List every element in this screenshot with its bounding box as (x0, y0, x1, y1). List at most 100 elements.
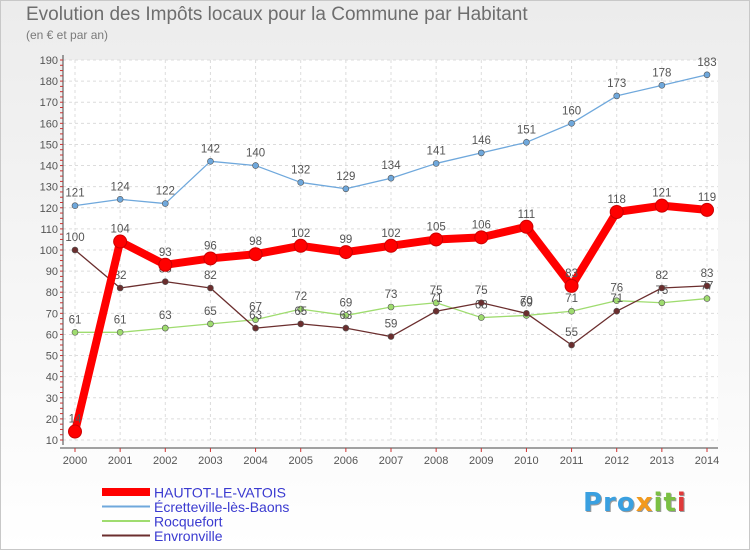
series-hautot-le-vatois-data-label: 105 (427, 221, 446, 233)
series-hautot-le-vatois-point (338, 245, 353, 260)
series-hautot-le-vatois-data-label: 14 (69, 414, 82, 426)
series-rocquefort-data-label: 76 (610, 283, 623, 295)
x-tick-label: 2005 (288, 455, 312, 467)
legend-label-hautot-le-vatois: HAUTOT-LE-VATOIS (154, 485, 286, 501)
series-rocquefort-data-label: 69 (520, 297, 533, 309)
y-tick-label: 10 (46, 435, 58, 447)
series-hautot-le-vatois-data-label: 119 (698, 192, 716, 204)
series-hautot-le-vatois-data-label: 118 (608, 194, 626, 206)
series-ecretteville-les-baons-data-label: 151 (517, 124, 536, 136)
series-envronville-data-label: 63 (249, 310, 262, 322)
series-rocquefort-point (252, 316, 259, 323)
series-envronville-data-label: 55 (565, 327, 578, 339)
y-tick-label: 90 (46, 266, 58, 278)
series-ecretteville-les-baons-data-label: 160 (562, 105, 581, 117)
legend-label-ecretteville-les-baons: Écretteville-lès-Baons (154, 499, 289, 515)
chart-subtitle: (en € et par an) (26, 28, 109, 42)
series-envronville-data-label: 100 (65, 232, 84, 244)
series-ecretteville-les-baons-point (71, 202, 79, 209)
series-envronville-point (161, 278, 169, 285)
series-envronville-data-label: 82 (655, 270, 668, 282)
series-hautot-le-vatois-data-label: 106 (472, 219, 491, 231)
series-hautot-le-vatois-data-label: 96 (204, 240, 217, 252)
series-hautot-le-vatois-data-label: 83 (565, 268, 578, 280)
series-rocquefort-data-label: 75 (430, 285, 443, 297)
series-hautot-le-vatois-point (158, 257, 173, 272)
series-rocquefort-point (477, 314, 485, 321)
series-ecretteville-les-baons-point (523, 139, 530, 146)
series-hautot-le-vatois-data-label: 99 (339, 234, 352, 246)
series-envronville-point (477, 299, 485, 307)
series-envronville-point (297, 320, 305, 328)
series-envronville-point (658, 284, 666, 292)
series-rocquefort-point (703, 295, 711, 302)
series-ecretteville-les-baons-data-label: 173 (607, 78, 626, 90)
y-tick-label: 180 (40, 76, 58, 88)
series-rocquefort-data-label: 61 (69, 314, 82, 326)
y-tick-label: 190 (40, 55, 58, 67)
x-tick-label: 2004 (243, 455, 267, 467)
series-ecretteville-les-baons-data-label: 134 (381, 160, 401, 172)
series-envronville-data-label: 83 (701, 268, 714, 280)
y-tick-label: 70 (46, 308, 58, 320)
series-envronville-data-label: 75 (475, 285, 488, 297)
series-hautot-le-vatois-point (700, 202, 714, 217)
series-envronville-data-label: 70 (520, 295, 533, 307)
series-ecretteville-les-baons-point (342, 185, 350, 193)
y-tick-label: 50 (46, 351, 58, 363)
series-rocquefort-data-label: 69 (339, 297, 352, 309)
series-envronville-point (207, 284, 214, 292)
y-tick-label: 110 (40, 224, 58, 236)
series-envronville-point (387, 333, 395, 340)
y-tick-label: 40 (46, 372, 58, 384)
series-hautot-le-vatois-point (429, 232, 444, 247)
series-hautot-le-vatois-point (519, 219, 534, 234)
series-rocquefort-point (116, 329, 124, 336)
series-rocquefort-point (387, 303, 395, 311)
series-rocquefort-data-label: 67 (249, 302, 262, 314)
x-tick-label: 2010 (514, 455, 538, 467)
series-envronville-data-label: 82 (114, 270, 127, 282)
y-tick-label: 80 (46, 287, 58, 299)
proxiti-logo: Proxiti (583, 488, 687, 518)
series-ecretteville-les-baons-point (658, 82, 666, 89)
series-ecretteville-les-baons-data-label: 146 (472, 135, 491, 147)
x-tick-label: 2012 (604, 455, 628, 467)
series-rocquefort-point (297, 305, 305, 313)
series-hautot-le-vatois-point (68, 424, 82, 439)
series-envronville-point (252, 324, 259, 332)
series-rocquefort-point (342, 312, 350, 319)
y-tick-label: 30 (46, 393, 58, 405)
series-ecretteville-les-baons-point (116, 196, 124, 203)
y-tick-label: 100 (40, 245, 58, 257)
series-ecretteville-les-baons-data-label: 183 (697, 57, 716, 69)
x-tick-label: 2009 (469, 455, 493, 467)
x-tick-label: 2000 (63, 455, 87, 467)
series-ecretteville-les-baons-point (161, 200, 169, 207)
series-ecretteville-les-baons-data-label: 124 (111, 181, 131, 193)
series-ecretteville-les-baons-point (613, 92, 621, 100)
series-hautot-le-vatois-data-label: 98 (249, 236, 262, 248)
y-tick-label: 170 (40, 97, 58, 109)
series-hautot-le-vatois-point (609, 205, 624, 219)
series-hautot-le-vatois-point (113, 234, 128, 249)
series-hautot-le-vatois-point (474, 230, 489, 245)
series-ecretteville-les-baons-data-label: 122 (156, 186, 175, 198)
series-rocquefort-data-label: 63 (159, 310, 172, 322)
series-ecretteville-les-baons-data-label: 132 (291, 164, 310, 176)
x-tick-label: 2002 (153, 455, 177, 467)
series-ecretteville-les-baons-data-label: 129 (336, 171, 355, 183)
series-envronville-point (703, 282, 711, 290)
series-ecretteville-les-baons-point (432, 160, 440, 167)
x-tick-label: 2011 (560, 455, 584, 467)
series-rocquefort-point (658, 299, 666, 307)
series-ecretteville-les-baons-data-label: 140 (246, 148, 265, 160)
series-hautot-le-vatois-point (384, 238, 398, 253)
series-hautot-le-vatois-data-label: 111 (518, 209, 535, 221)
x-tick-label: 2008 (424, 455, 448, 467)
y-tick-label: 140 (40, 161, 58, 173)
series-ecretteville-les-baons-data-label: 178 (652, 67, 671, 79)
y-tick-label: 60 (46, 329, 58, 341)
series-hautot-le-vatois-data-label: 121 (652, 188, 671, 200)
